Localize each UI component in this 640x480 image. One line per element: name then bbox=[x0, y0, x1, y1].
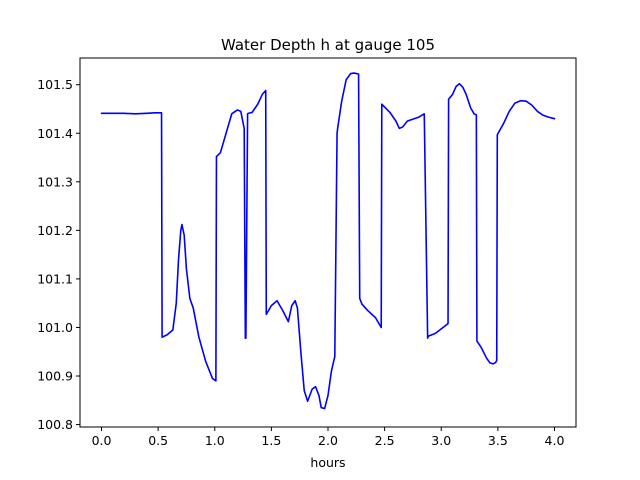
series-line-0 bbox=[100, 72, 556, 410]
x-tick-label: 0.5 bbox=[148, 433, 168, 448]
x-tick-label: 2.0 bbox=[318, 433, 338, 448]
y-tick-label: 101.0 bbox=[37, 320, 73, 335]
x-tick-label: 2.5 bbox=[375, 433, 395, 448]
y-axis: 100.8 100.9 101.0 101.1 101.2 101.3 101.4 101.5 bbox=[37, 77, 80, 432]
x-tick-label: 4.0 bbox=[545, 433, 565, 448]
series-layer bbox=[100, 72, 556, 410]
x-tick-label: 0.0 bbox=[92, 433, 112, 448]
x-tick-label: 3.0 bbox=[431, 433, 451, 448]
x-axis-label: hours bbox=[310, 455, 345, 470]
x-tick-label: 3.5 bbox=[488, 433, 508, 448]
y-tick-label: 100.9 bbox=[37, 369, 73, 384]
chart-title: Water Depth h at gauge 105 bbox=[221, 36, 435, 54]
x-tick-label: 1.0 bbox=[205, 433, 225, 448]
x-tick-label: 1.5 bbox=[261, 433, 281, 448]
y-tick-label: 100.8 bbox=[37, 417, 73, 432]
y-tick-label: 101.3 bbox=[37, 174, 73, 189]
x-axis: 0.0 0.5 1.0 1.5 2.0 2.5 3.0 3.5 4.0 bbox=[92, 427, 565, 448]
y-tick-label: 101.5 bbox=[37, 77, 73, 92]
y-tick-label: 101.1 bbox=[37, 271, 73, 286]
y-tick-label: 101.4 bbox=[37, 126, 73, 141]
y-tick-label: 101.2 bbox=[37, 223, 73, 238]
